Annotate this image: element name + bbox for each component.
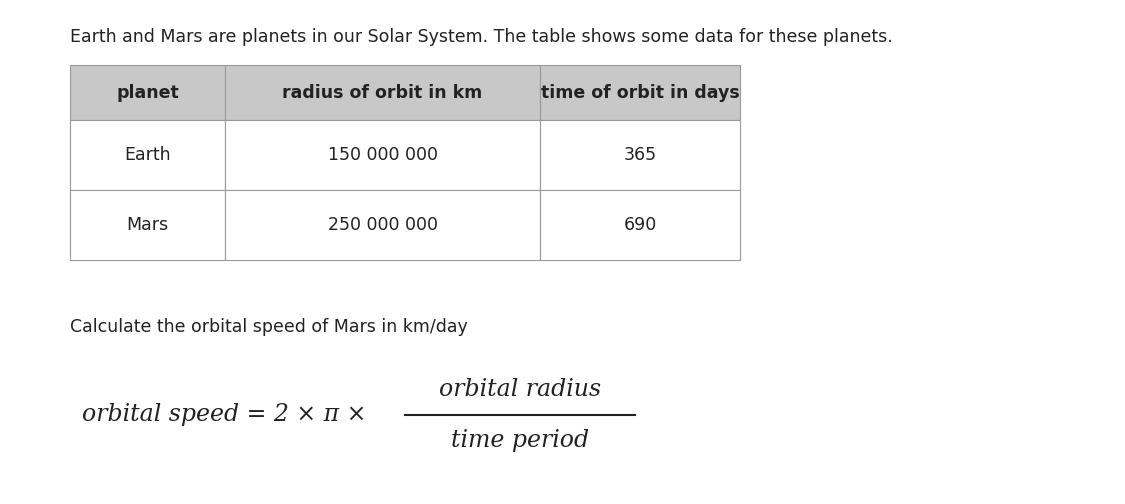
- Text: Earth: Earth: [124, 146, 171, 164]
- Text: 365: 365: [623, 146, 657, 164]
- Bar: [70, 65, 225, 120]
- Text: Mars: Mars: [126, 216, 169, 234]
- Bar: [70, 190, 225, 260]
- Text: Calculate the orbital speed of Mars in km/day: Calculate the orbital speed of Mars in k…: [70, 318, 468, 336]
- Text: 690: 690: [623, 216, 657, 234]
- Text: planet: planet: [116, 84, 179, 101]
- Bar: [70, 120, 225, 190]
- Text: Earth and Mars are planets in our Solar System. The table shows some data for th: Earth and Mars are planets in our Solar …: [70, 28, 893, 46]
- Text: 150 000 000: 150 000 000: [327, 146, 438, 164]
- Bar: [540, 190, 740, 260]
- Text: radius of orbit in km: radius of orbit in km: [282, 84, 483, 101]
- Bar: [225, 190, 540, 260]
- Bar: [225, 120, 540, 190]
- Bar: [540, 65, 740, 120]
- Bar: [540, 120, 740, 190]
- Bar: [225, 65, 540, 120]
- Text: 250 000 000: 250 000 000: [327, 216, 438, 234]
- Text: time period: time period: [451, 429, 590, 453]
- Text: time of orbit in days: time of orbit in days: [541, 84, 739, 101]
- Text: orbital radius: orbital radius: [439, 377, 601, 401]
- Text: orbital speed = 2 × π ×: orbital speed = 2 × π ×: [82, 404, 367, 426]
